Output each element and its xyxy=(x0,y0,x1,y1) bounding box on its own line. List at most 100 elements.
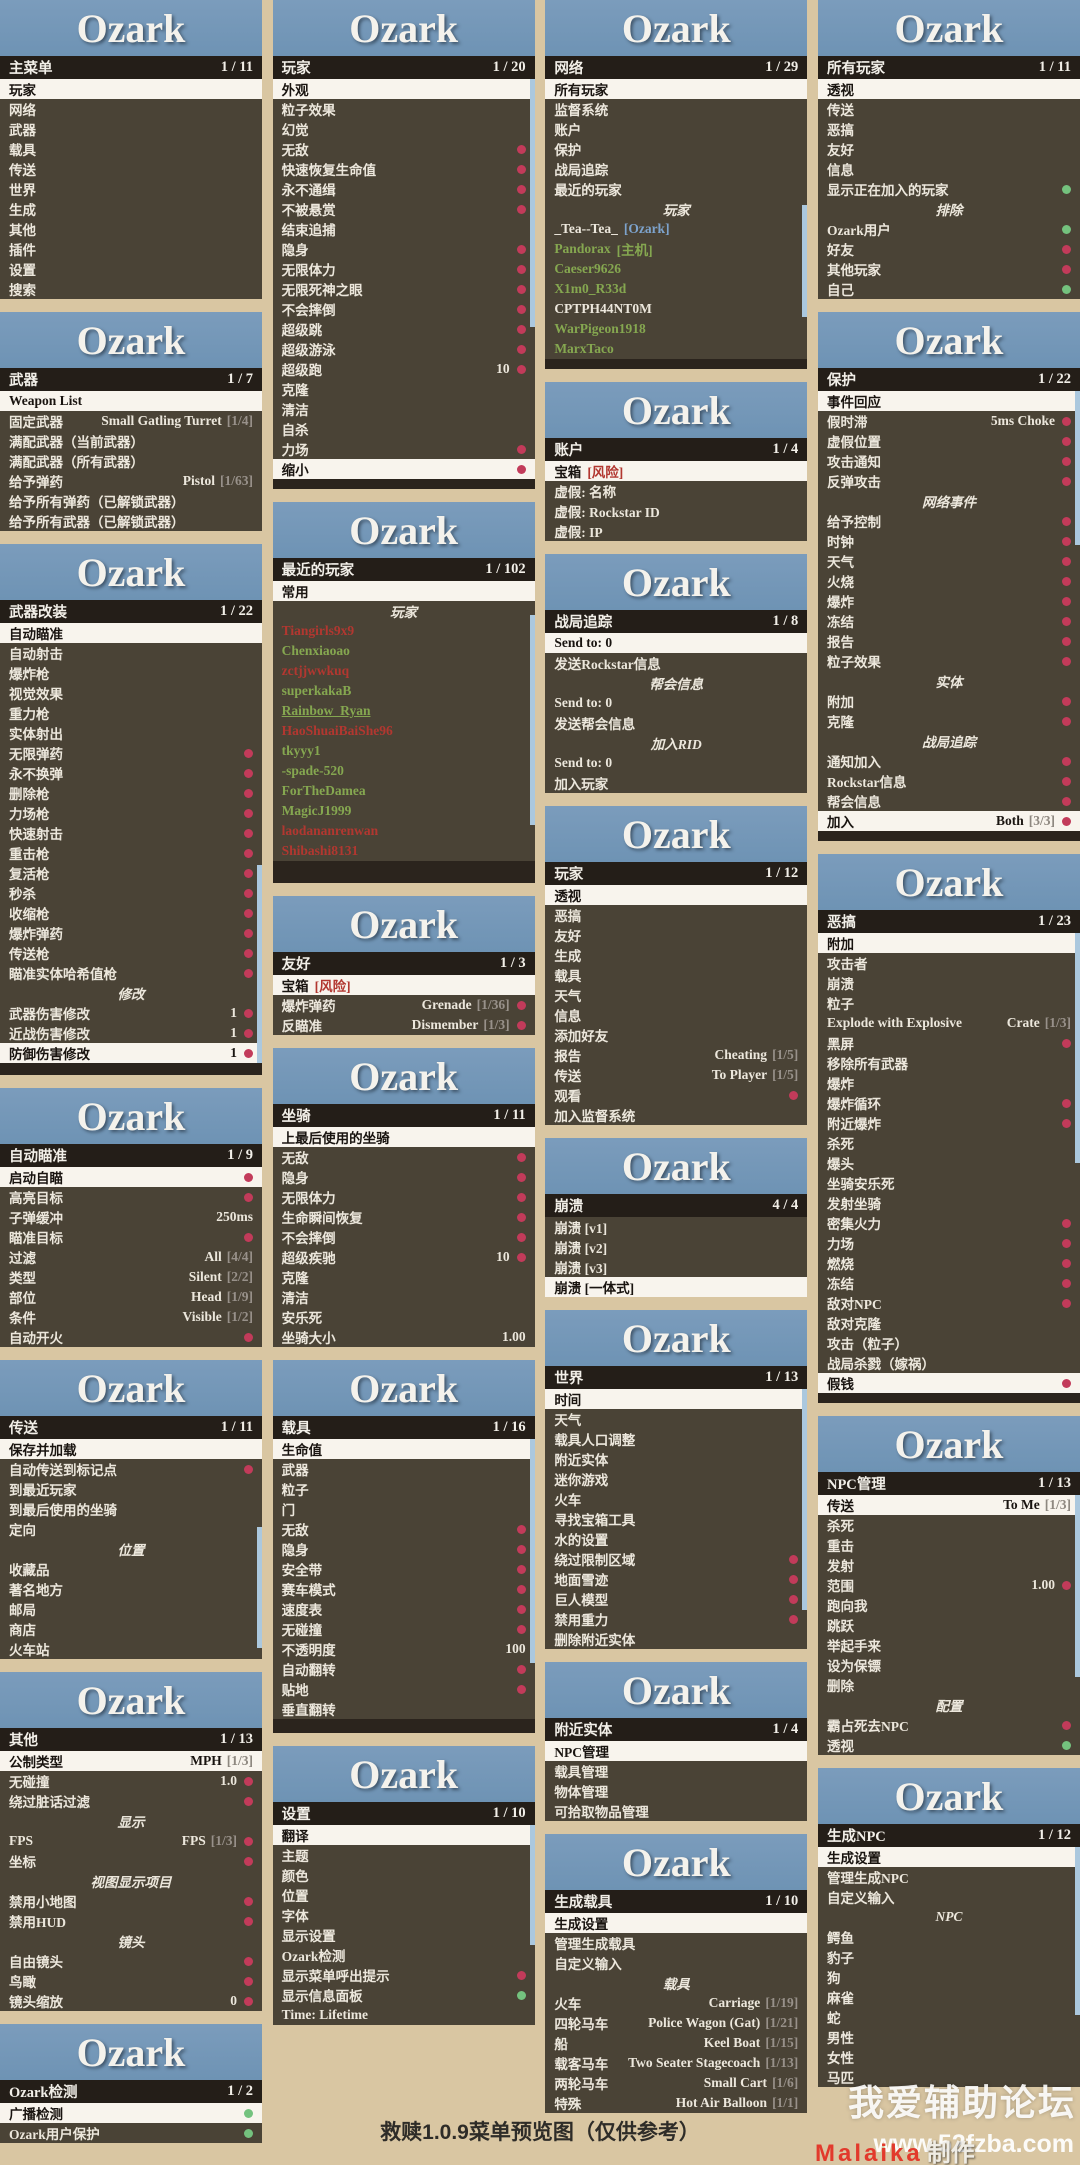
menu-item[interactable]: 报告 Cheating [1/5] xyxy=(545,1045,807,1065)
menu-item[interactable]: 管理生成载具 xyxy=(545,1933,807,1953)
menu-item[interactable]: 加入玩家 xyxy=(545,773,807,793)
menu-item[interactable]: 火车站 xyxy=(0,1639,262,1659)
menu-item[interactable]: 载具 xyxy=(545,965,807,985)
menu-item[interactable]: 坐骑大小 1.00 xyxy=(273,1327,535,1347)
menu-item[interactable]: 加入 Both [3/3] xyxy=(817,811,1080,831)
menu-item[interactable]: superkakaB xyxy=(273,681,535,701)
menu-item[interactable]: 载具 xyxy=(0,139,262,159)
menu-item[interactable]: 绕过脏话过滤 xyxy=(0,1791,262,1811)
menu-item[interactable]: 冻结 xyxy=(818,611,1080,631)
menu-item[interactable]: 力场 xyxy=(818,1233,1080,1253)
scrollbar[interactable] xyxy=(257,865,262,1063)
menu-item[interactable]: 黑屏 xyxy=(818,1033,1080,1053)
scrollbar[interactable] xyxy=(529,1439,535,1663)
menu-item[interactable]: 反瞄准 Dismember [1/3] xyxy=(273,1015,535,1035)
menu-item[interactable]: 虚假位置 xyxy=(818,431,1080,451)
menu-item[interactable]: HaoShuaiBaiShe96 xyxy=(273,721,535,741)
menu-item[interactable]: MagicJ1999 xyxy=(273,801,535,821)
menu-item[interactable]: 安乐死 xyxy=(273,1307,535,1327)
menu-item[interactable]: 保护 xyxy=(545,139,807,159)
menu-item[interactable]: 自动瞄准 xyxy=(0,623,262,643)
menu-item[interactable]: 假时滞 5ms Choke xyxy=(818,411,1080,431)
menu-item[interactable]: 复活枪 xyxy=(0,863,262,883)
menu-item[interactable]: 迷你游戏 xyxy=(545,1469,807,1489)
menu-item[interactable]: 隐身 xyxy=(273,239,535,259)
menu-item[interactable]: 视觉效果 xyxy=(0,683,262,703)
menu-item[interactable]: Rockstar信息 xyxy=(818,771,1080,791)
menu-item[interactable]: 女性 xyxy=(818,2047,1080,2067)
menu-item[interactable]: 无限体力 xyxy=(273,1187,535,1207)
menu-item[interactable]: 信息 xyxy=(818,159,1080,179)
menu-item[interactable]: 杀死 xyxy=(818,1515,1080,1535)
menu-item[interactable]: 自动传送到标记点 xyxy=(0,1459,262,1479)
menu-item[interactable]: 载客马车 Two Seater Stagecoach [1/13] xyxy=(545,2053,807,2073)
menu-item[interactable]: 商店 xyxy=(0,1619,262,1639)
menu-item[interactable]: 坐标 xyxy=(0,1851,262,1871)
menu-item[interactable]: 友好 xyxy=(545,925,807,945)
menu-item[interactable]: 载具管理 xyxy=(545,1761,807,1781)
menu-item[interactable]: 子弹缓冲 250ms xyxy=(0,1207,262,1227)
menu-item[interactable]: laodananrenwan xyxy=(273,821,535,841)
menu-item[interactable]: 爆炸 xyxy=(818,1073,1080,1093)
menu-item[interactable]: Ozark用户保护 xyxy=(0,2123,262,2143)
menu-item[interactable]: 克隆 xyxy=(273,1267,535,1287)
menu-item[interactable]: 管理生成NPC xyxy=(818,1867,1080,1887)
menu-item[interactable]: 颜色 xyxy=(273,1865,535,1885)
menu-item[interactable]: 武器 xyxy=(0,119,262,139)
menu-item[interactable]: FPS FPS [1/3] xyxy=(0,1831,262,1851)
scrollbar[interactable] xyxy=(802,1389,808,1610)
menu-item[interactable]: 生成设置 xyxy=(545,1913,808,1933)
menu-item[interactable]: 常用 xyxy=(272,581,535,601)
menu-item[interactable]: 攻击者 xyxy=(818,953,1080,973)
menu-item[interactable]: 密集火力 xyxy=(818,1213,1080,1233)
menu-item[interactable]: zctjjwwkuq xyxy=(273,661,535,681)
menu-item[interactable]: 过滤 All [4/4] xyxy=(0,1247,262,1267)
menu-item[interactable]: 位置 xyxy=(273,1885,535,1905)
menu-item[interactable]: 网络 xyxy=(0,99,262,119)
menu-item[interactable]: 范围 1.00 xyxy=(818,1575,1080,1595)
menu-item[interactable]: 崩溃 [v3] xyxy=(545,1257,807,1277)
menu-item[interactable]: 邮局 xyxy=(0,1599,262,1619)
menu-item[interactable]: 举起手来 xyxy=(818,1635,1080,1655)
menu-item[interactable]: 传送 To Player [1/5] xyxy=(545,1065,807,1085)
menu-item[interactable]: 力场枪 xyxy=(0,803,262,823)
menu-item[interactable]: 男性 xyxy=(818,2027,1080,2047)
menu-item[interactable]: 永不换弹 xyxy=(0,763,262,783)
menu-item[interactable]: 移除所有武器 xyxy=(818,1053,1080,1073)
menu-item[interactable]: 监督系统 xyxy=(545,99,807,119)
menu-item[interactable]: 寻找宝箱工具 xyxy=(545,1509,807,1529)
menu-item[interactable]: 实体射出 xyxy=(0,723,262,743)
menu-item[interactable]: 物体管理 xyxy=(545,1781,807,1801)
menu-item[interactable]: MarxTaco xyxy=(545,339,807,359)
scrollbar[interactable] xyxy=(257,1527,262,1648)
menu-item[interactable]: 清洁 xyxy=(273,1287,535,1307)
menu-item[interactable]: 附近实体 xyxy=(545,1449,807,1469)
menu-item[interactable]: 传送 xyxy=(0,159,262,179)
menu-item[interactable]: 自动翻转 xyxy=(273,1659,535,1679)
menu-item[interactable]: 账户 xyxy=(545,119,807,139)
menu-item[interactable]: 门 xyxy=(273,1499,535,1519)
menu-item[interactable]: 崩溃 [v1] xyxy=(545,1217,807,1237)
menu-item[interactable]: 高亮目标 xyxy=(0,1187,262,1207)
menu-item[interactable]: 无限死神之眼 xyxy=(273,279,535,299)
menu-item[interactable]: 世界 xyxy=(0,179,262,199)
menu-item[interactable]: 自定义输入 xyxy=(818,1887,1080,1907)
menu-item[interactable]: 传送 To Me [1/3] xyxy=(817,1495,1080,1515)
menu-item[interactable]: 蛇 xyxy=(818,2007,1080,2027)
menu-item[interactable]: Pandorax [主机] xyxy=(545,239,807,259)
menu-item[interactable]: 巨人模型 xyxy=(545,1589,807,1609)
menu-item[interactable]: Shibashi8131 xyxy=(273,841,535,861)
menu-item[interactable]: 附近爆炸 xyxy=(818,1113,1080,1133)
menu-item[interactable]: CPTPH44NT0M xyxy=(545,299,807,319)
menu-item[interactable]: 攻击通知 xyxy=(818,451,1080,471)
menu-item[interactable]: 无碰撞 xyxy=(273,1619,535,1639)
menu-item[interactable]: Tiangirls9x9 xyxy=(273,621,535,641)
menu-item[interactable]: 粒子效果 xyxy=(818,651,1080,671)
menu-item[interactable]: 垂直翻转 xyxy=(273,1699,535,1719)
menu-item[interactable]: 狗 xyxy=(818,1967,1080,1987)
menu-item[interactable]: 著名地方 xyxy=(0,1579,262,1599)
menu-item[interactable]: 超级跑 10 xyxy=(273,359,535,379)
menu-item[interactable]: 地面雪迹 xyxy=(545,1569,807,1589)
menu-item[interactable]: 近战伤害修改 1 xyxy=(0,1023,262,1043)
menu-item[interactable]: 信息 xyxy=(545,1005,807,1025)
